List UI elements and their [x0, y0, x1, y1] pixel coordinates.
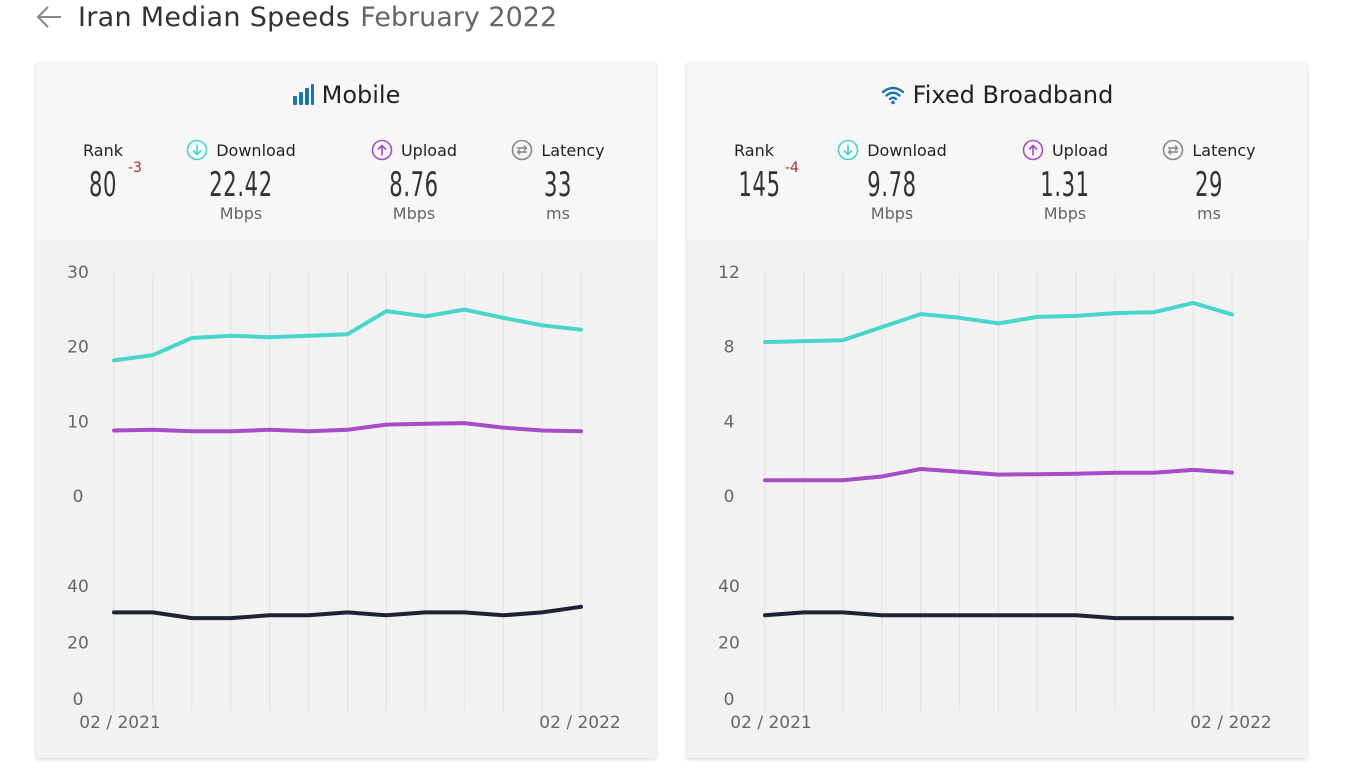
panel-title: Fixed Broadband [687, 81, 1307, 109]
panel-title: Mobile [36, 81, 656, 109]
rank-metric: Rank 80 -3 [78, 138, 142, 205]
latency-metric: Latency 29 ms [1159, 138, 1259, 223]
latency-y-tick-label: 40 [718, 577, 740, 597]
latency-icon [512, 139, 533, 161]
speed-y-tick-label: 4 [724, 412, 735, 432]
upload-icon [1022, 139, 1044, 161]
download-label: Download [216, 140, 296, 160]
latency-series-line [763, 610, 1234, 621]
upload-metric: Upload 8.76 Mbps [356, 138, 472, 223]
fixed-broadband-chart: 0 4 8 12 0 20 40 02 / 2021 02 / 2022 [718, 263, 1272, 733]
download-icon [186, 139, 208, 161]
rank-label: Rank [734, 140, 774, 160]
upload-unit: Mbps [392, 204, 436, 223]
mobile-panel: Mobile Rank 80 -3 Download 22.42 Mbps [36, 63, 656, 758]
signal-bars-icon [292, 84, 314, 105]
latency-series-line [112, 604, 583, 621]
speed-y-tick-label: 30 [67, 263, 89, 283]
rank-change: -4 [785, 160, 799, 176]
mobile-summary: Mobile Rank 80 -3 Download 22.42 Mbps [36, 63, 656, 241]
speed-y-tick-label: 20 [67, 338, 89, 358]
rank-value: 80 [88, 165, 118, 205]
latency-value: 29 [1194, 165, 1224, 205]
latency-y-tick-label: 20 [718, 634, 740, 654]
download-unit: Mbps [219, 204, 263, 223]
x-end-label: 02 / 2022 [1190, 713, 1271, 733]
latency-label: Latency [541, 140, 605, 160]
download-value: 22.42 [209, 165, 273, 205]
x-start-label: 02 / 2021 [730, 713, 811, 733]
download-series-line [763, 300, 1234, 345]
upload-value: 1.31 [1040, 165, 1090, 205]
rank-metric: Rank 145 -4 [729, 138, 799, 205]
download-metric: Download 22.42 Mbps [181, 138, 301, 223]
download-label: Download [867, 140, 947, 160]
latency-value: 33 [543, 165, 573, 205]
latency-metric: Latency 33 ms [508, 138, 608, 223]
upload-label: Upload [1051, 140, 1109, 160]
upload-series-line [763, 467, 1234, 483]
x-end-label: 02 / 2022 [539, 713, 620, 733]
download-series-line [112, 307, 583, 363]
download-icon [837, 139, 859, 161]
mobile-chart: 0 10 20 30 0 20 40 02 / 2021 02 / 2022 [67, 263, 621, 733]
upload-label: Upload [400, 140, 458, 160]
page-date: February 2022 [360, 1, 558, 33]
latency-y-tick-label: 0 [73, 690, 84, 710]
page-header: Iran Median Speeds February 2022 [34, 0, 557, 34]
latency-unit: ms [1197, 204, 1221, 223]
download-value: 9.78 [867, 165, 917, 205]
speed-y-tick-label: 10 [67, 412, 89, 432]
rank-change: -3 [128, 160, 142, 176]
speed-y-tick-label: 12 [718, 263, 740, 283]
latency-label: Latency [1192, 140, 1256, 160]
fixed-summary: Fixed Broadband Rank 145 -4 Download 9.7… [687, 63, 1307, 241]
rank-label: Rank [83, 140, 123, 160]
speed-y-tick-label: 0 [73, 487, 84, 507]
rank-value: 145 [738, 165, 781, 205]
panel-title-text: Mobile [321, 81, 401, 109]
latency-y-tick-label: 0 [724, 690, 735, 710]
latency-y-tick-label: 20 [67, 634, 89, 654]
latency-y-tick-label: 40 [67, 577, 89, 597]
upload-icon [371, 139, 393, 161]
upload-unit: Mbps [1043, 204, 1087, 223]
upload-series-line [112, 421, 583, 434]
panel-title-text: Fixed Broadband [912, 81, 1114, 109]
fixed-broadband-panel: Fixed Broadband Rank 145 -4 Download 9.7… [687, 63, 1307, 758]
speed-y-tick-label: 0 [724, 487, 735, 507]
page-title: Iran Median Speeds [78, 1, 351, 33]
download-metric: Download 9.78 Mbps [832, 138, 952, 223]
wifi-icon [881, 86, 904, 105]
back-arrow-icon[interactable] [34, 2, 64, 32]
x-start-label: 02 / 2021 [79, 713, 160, 733]
download-unit: Mbps [870, 204, 914, 223]
upload-value: 8.76 [389, 165, 439, 205]
latency-unit: ms [546, 204, 570, 223]
latency-icon [1163, 139, 1184, 161]
upload-metric: Upload 1.31 Mbps [1007, 138, 1123, 223]
speed-y-tick-label: 8 [724, 338, 735, 358]
